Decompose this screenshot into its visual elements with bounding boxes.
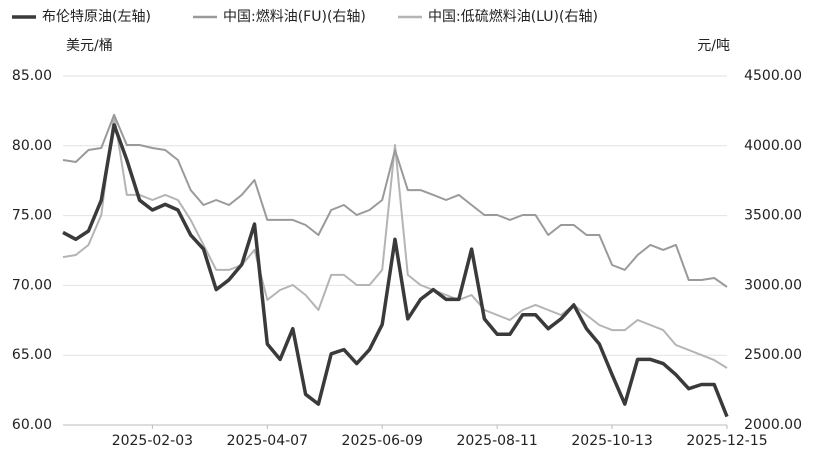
series-line [62,123,729,418]
y-tick-label: 60.00 [12,417,52,433]
legend-label: 中国:低硫燃料油(LU)(右轴) [428,8,598,25]
y2-tick-label: 2500.00 [744,347,802,363]
y-tick-label: 80.00 [12,138,52,154]
x-tick-label: 2025-04-07 [227,433,308,449]
y-axis-unit: 美元/桶 [66,38,113,54]
y2-tick-label: 3500.00 [744,208,802,224]
x-tick-label: 2025-12-15 [686,433,767,449]
legend-label: 中国:燃料油(FU)(右轴) [223,8,366,25]
legend-label: 布伦特原油(左轴) [42,9,151,25]
y-tick-label: 85.00 [12,68,52,84]
series-line [62,113,728,288]
y-tick-label: 65.00 [12,347,52,363]
y2-tick-label: 2000.00 [744,417,802,433]
y-tick-label: 70.00 [12,277,52,293]
y2-tick-label: 3000.00 [744,277,802,293]
y-tick-label: 75.00 [12,208,52,224]
x-tick-label: 2025-06-09 [342,433,423,449]
x-tick-label: 2025-08-11 [456,433,537,449]
y2-axis-unit: 元/吨 [697,38,730,54]
y2-tick-label: 4500.00 [744,68,802,84]
x-tick-label: 2025-02-03 [112,433,193,449]
x-tick-label: 2025-10-13 [571,433,652,449]
series-line [62,113,728,369]
y2-tick-label: 4000.00 [744,138,802,154]
